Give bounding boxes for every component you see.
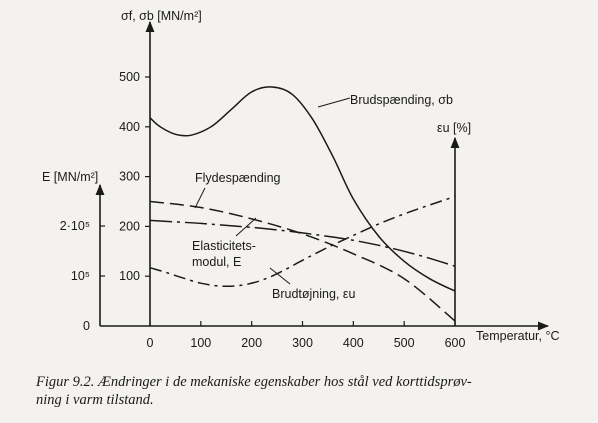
elastic-modulus-label-2: modul, E [192,255,241,269]
E-tick-label-1: 10⁵ [71,269,90,283]
stress-tick-label-500: 500 [119,70,140,84]
caption-line-1: Figur 9.2. Ændringer i de mekaniske egen… [36,374,472,390]
figure-caption: Figur 9.2. Ændringer i de mekaniske egen… [36,373,576,409]
elastic-modulus-curve [149,219,456,267]
x-tick-label-600: 600 [445,336,466,350]
elongation-label-leader [269,267,291,285]
yield-strength-label-leader [194,187,206,209]
yield-strength-curve [149,200,456,322]
x-tick-label-100: 100 [190,336,211,350]
E-tick-label-2: 2·10⁵ [60,219,90,233]
ultimate-strength-curve [149,86,456,292]
x-tick-label-300: 300 [292,336,313,350]
elastic-modulus-label-1-leader [235,217,257,237]
strain-axis-label: εu [%] [437,121,471,135]
elastic-modulus-label-1: Elasticitets- [192,239,256,253]
stress-tick-label-300: 300 [119,170,140,184]
elongation-label: Brudtøjning, εu [272,287,355,301]
yield-strength-label: Flydespænding [195,171,281,185]
caption-line-2: ning i varm tilstand. [36,392,154,408]
stress-tick-label-400: 400 [119,120,140,134]
x-tick-label-200: 200 [241,336,262,350]
x-axis-label: Temperatur, °C [476,329,560,343]
mechanical-properties-chart: 0 100 200 300 400 500 600 100 200 300 400 500 0 10⁵ 2·… [42,9,560,350]
E-tick-label-0: 0 [83,319,90,333]
x-tick-label-0: 0 [147,336,154,350]
x-tick-label-400: 400 [343,336,364,350]
E-axis-label: E [MN/m²] [42,170,98,184]
x-tick-label-500: 500 [394,336,415,350]
ultimate-strength-label-leader [317,97,351,108]
stress-axis-label: σf, σb [MN/m²] [121,9,202,23]
ultimate-strength-label: Brudspænding, σb [350,93,453,107]
stress-tick-label-200: 200 [119,219,140,233]
stress-tick-label-100: 100 [119,269,140,283]
